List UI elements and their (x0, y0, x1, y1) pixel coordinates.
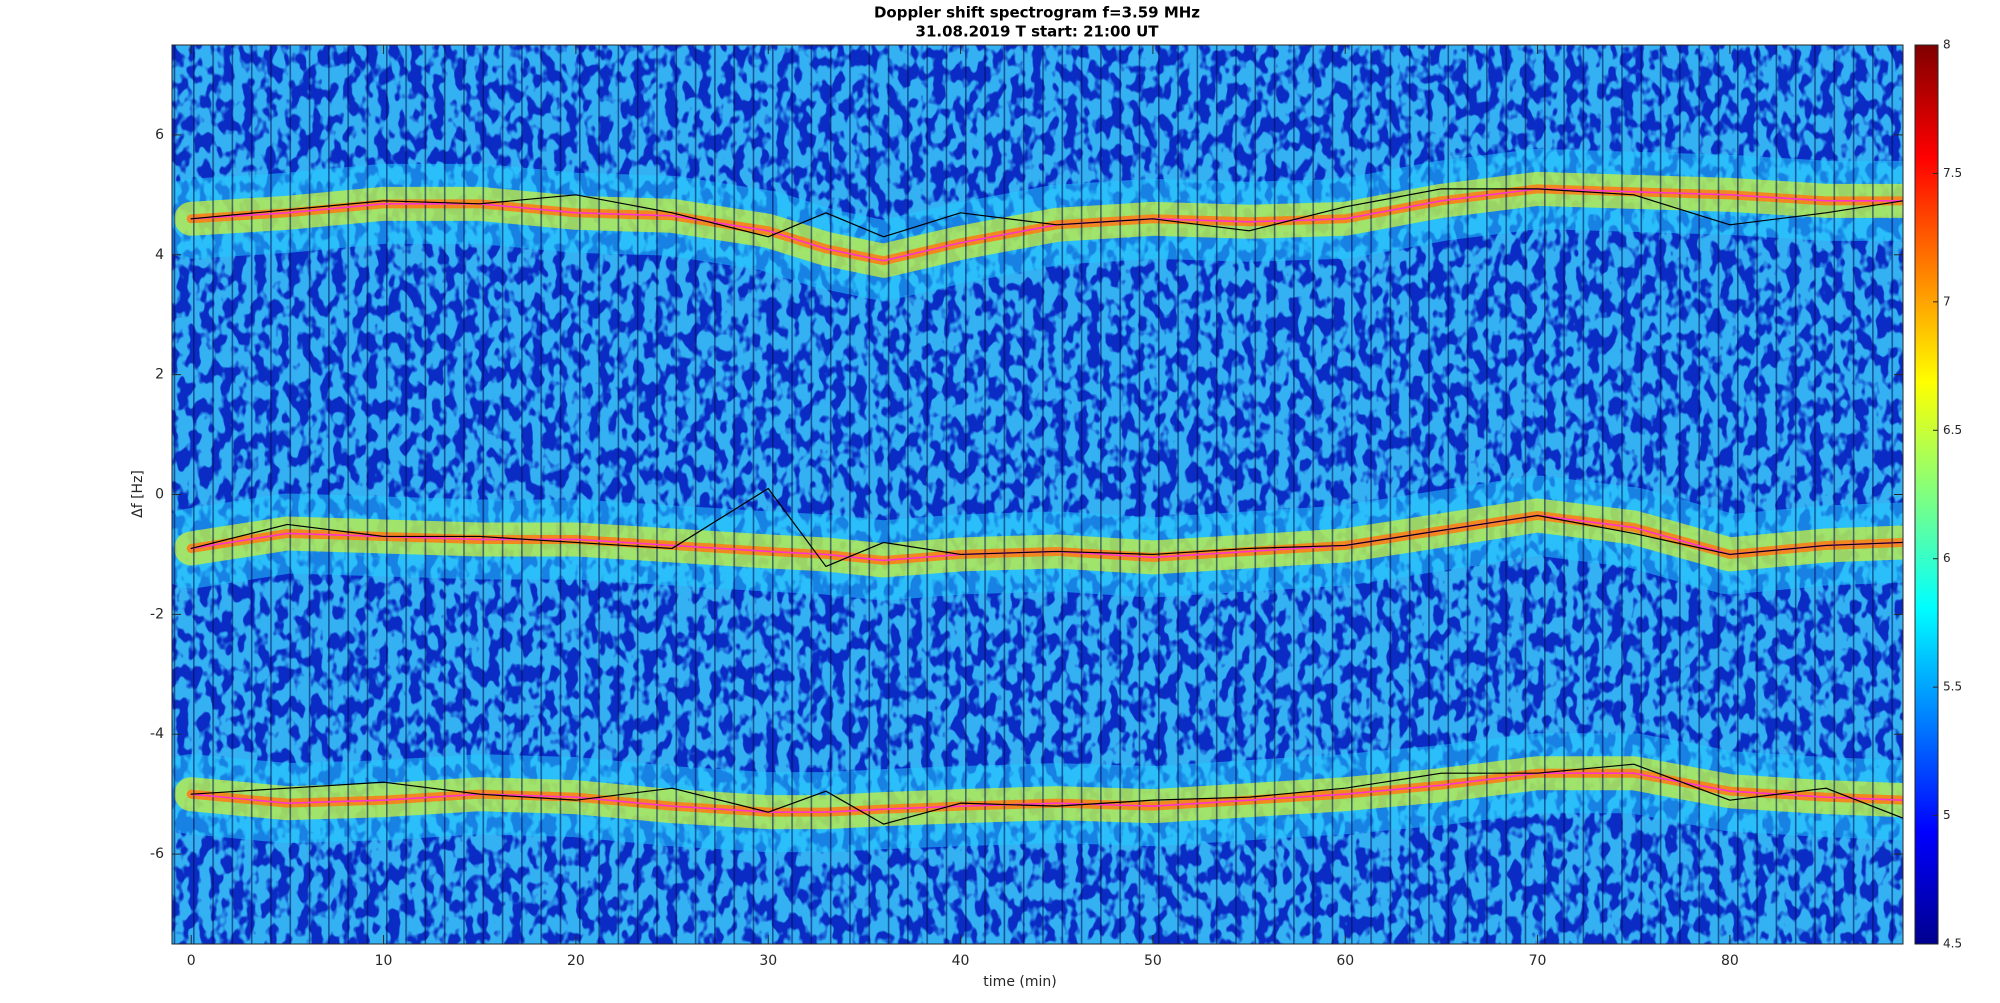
x-tick-label: 80 (1721, 953, 1739, 969)
y-tick-label: 2 (155, 367, 164, 383)
chart-subtitle: 31.08.2019 T start: 21:00 UT (916, 23, 1160, 41)
raw-trace (190, 188, 1903, 238)
colorbar-tick-label: 6.5 (1943, 423, 1962, 437)
colorbar-tick-label: 4.5 (1943, 937, 1962, 951)
y-tick-label: -4 (150, 726, 164, 742)
chart-title: Doppler shift spectrogram f=3.59 MHz (874, 4, 1200, 22)
x-tick-label: 70 (1529, 953, 1547, 969)
x-axis-label: time (min) (983, 974, 1056, 990)
peak-trace (190, 188, 1903, 262)
y-tick-label: 4 (155, 247, 164, 263)
raw-trace (190, 487, 1903, 568)
spectrogram-background (172, 45, 1903, 944)
y-tick-label: -6 (150, 846, 164, 862)
x-tick-label: 40 (952, 953, 970, 969)
colorbar-tick-label: 6 (1943, 551, 1951, 565)
x-tick-label: 30 (759, 953, 777, 969)
y-tick-label: -2 (150, 606, 164, 622)
traces (190, 188, 1903, 825)
colorbar-tick-label: 7.5 (1943, 166, 1962, 180)
x-tick-label: 50 (1144, 953, 1162, 969)
x-tick-label: 0 (187, 953, 196, 969)
colorbar-tick-label: 5.5 (1943, 680, 1962, 694)
time-stripes (172, 45, 1903, 944)
colorbar-tick-label: 5 (1943, 808, 1951, 822)
x-tick-label: 20 (567, 953, 585, 969)
colorbar-tick-label: 7 (1943, 294, 1951, 308)
x-tick-label: 60 (1336, 953, 1354, 969)
y-tick-label: 0 (155, 487, 164, 503)
raw-trace (190, 763, 1903, 825)
y-tick-label: 6 (155, 127, 164, 143)
colorbar-tick-label: 8 (1943, 38, 1951, 52)
y-axis-label: Δf [Hz] (130, 470, 146, 518)
colorbar (1914, 44, 1939, 945)
x-tick-label: 10 (375, 953, 393, 969)
